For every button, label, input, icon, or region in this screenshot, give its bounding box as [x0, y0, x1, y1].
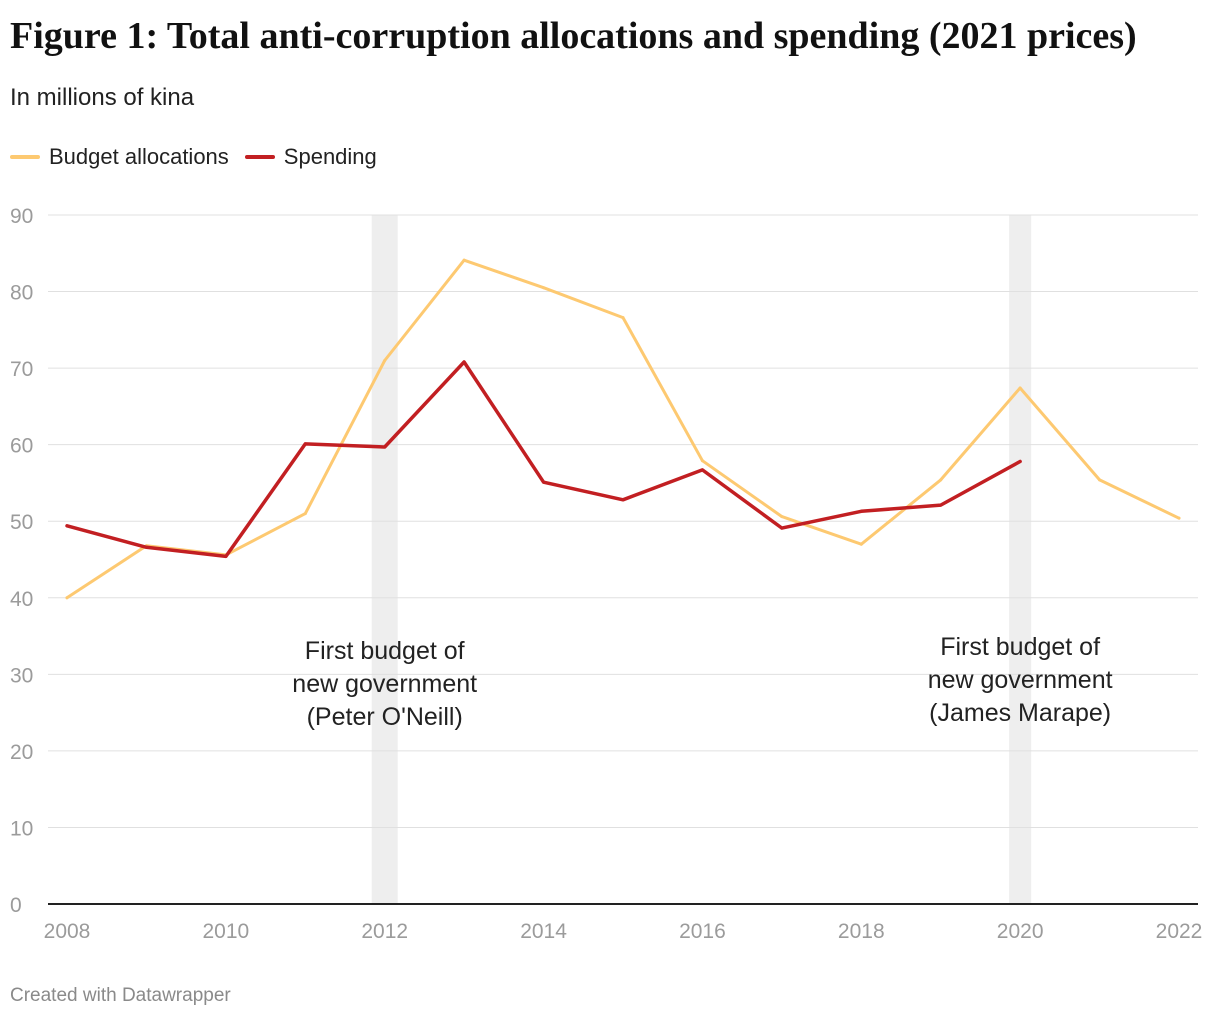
legend: Budget allocations Spending [10, 144, 393, 170]
highlight-bands [371, 215, 1032, 904]
legend-swatch-spending [244, 155, 275, 159]
x-tick-label-2020: 2020 [997, 920, 1044, 943]
data-point-spending-2015 [621, 498, 625, 502]
annotation-2020-line-2: new government [928, 666, 1113, 694]
data-point-spending-2011 [303, 442, 307, 446]
data-point-budget-2017 [780, 515, 784, 519]
annotation-2012-line-2: new government [292, 670, 477, 698]
legend-label-spending: Spending [283, 144, 377, 169]
annotations: First budget of new government (Peter O'Ne… [292, 633, 1112, 731]
y-axis-ticks: 0 10 20 30 40 50 60 70 80 90 [10, 205, 33, 917]
data-point-spending-2019 [939, 503, 943, 507]
data-point-budget-2022 [1177, 516, 1181, 520]
x-tick-label-2018: 2018 [838, 920, 885, 943]
annotation-2012-line-1: First budget of [305, 637, 465, 665]
y-tick-label-40: 40 [10, 588, 33, 611]
legend-swatch-budget [10, 155, 40, 159]
gridlines [48, 214, 1198, 905]
data-point-budget-2011 [303, 512, 307, 516]
data-point-spending-2020 [1018, 460, 1022, 464]
x-tick-label-2008: 2008 [44, 920, 91, 943]
data-point-spending-2017 [780, 526, 784, 530]
y-tick-label-20: 20 [10, 741, 33, 764]
data-point-spending-2018 [859, 509, 863, 513]
data-point-budget-2012 [383, 358, 387, 362]
data-point-budget-2013 [462, 258, 466, 262]
data-point-budget-2019 [939, 478, 943, 482]
series-line-spending [65, 360, 1022, 559]
highlight-band-2020 [1009, 215, 1032, 904]
footer-credit: Created with Datawrapper [10, 985, 231, 1006]
annotation-2020-line-3: (James Marape) [929, 699, 1111, 727]
data-point-spending-2014 [542, 480, 546, 484]
y-tick-label-50: 50 [10, 511, 33, 534]
data-point-budget-2020 [1018, 386, 1022, 390]
legend-label-budget: Budget allocations [49, 144, 229, 169]
line-chart: 0 10 20 30 40 50 60 70 80 90 2008 2010 2012 2014 2016… [10, 205, 1203, 943]
data-point-budget-2016 [700, 459, 704, 463]
data-point-budget-2014 [542, 286, 546, 290]
data-point-budget-2008 [65, 596, 69, 600]
legend-item-spending: Spending [244, 144, 377, 170]
data-point-spending-2013 [462, 360, 466, 364]
data-point-spending-2008 [65, 524, 69, 528]
y-tick-label-0: 0 [10, 894, 22, 917]
highlight-band-2012 [371, 215, 398, 904]
data-point-spending-2010 [224, 554, 228, 558]
data-point-spending-2012 [383, 445, 387, 449]
data-point-budget-2015 [621, 316, 625, 320]
legend-item-budget: Budget allocations [10, 144, 229, 170]
y-tick-label-80: 80 [10, 282, 33, 305]
annotation-2020-line-1: First budget of [940, 633, 1100, 661]
y-tick-label-10: 10 [10, 817, 33, 840]
chart-title: Figure 1: Total anti-corruption allocati… [10, 15, 1137, 57]
x-axis-ticks: 2008 2010 2012 2014 2016 2018 2020 2022 [44, 920, 1203, 943]
data-point-spending-2009 [144, 545, 148, 549]
data-point-budget-2021 [1098, 478, 1102, 482]
data-point-spending-2016 [700, 468, 704, 472]
annotation-2012-line-3: (Peter O'Neill) [307, 703, 463, 731]
y-tick-label-60: 60 [10, 435, 33, 458]
chart-subtitle: In millions of kina [10, 84, 195, 111]
x-tick-label-2016: 2016 [679, 920, 726, 943]
y-tick-label-30: 30 [10, 664, 33, 687]
data-point-budget-2018 [859, 542, 863, 546]
series-lines [65, 258, 1181, 600]
y-tick-label-70: 70 [10, 358, 33, 381]
x-tick-label-2014: 2014 [520, 920, 567, 943]
x-tick-label-2022: 2022 [1156, 920, 1203, 943]
x-tick-label-2010: 2010 [202, 920, 249, 943]
y-tick-label-90: 90 [10, 205, 33, 228]
x-tick-label-2012: 2012 [361, 920, 408, 943]
